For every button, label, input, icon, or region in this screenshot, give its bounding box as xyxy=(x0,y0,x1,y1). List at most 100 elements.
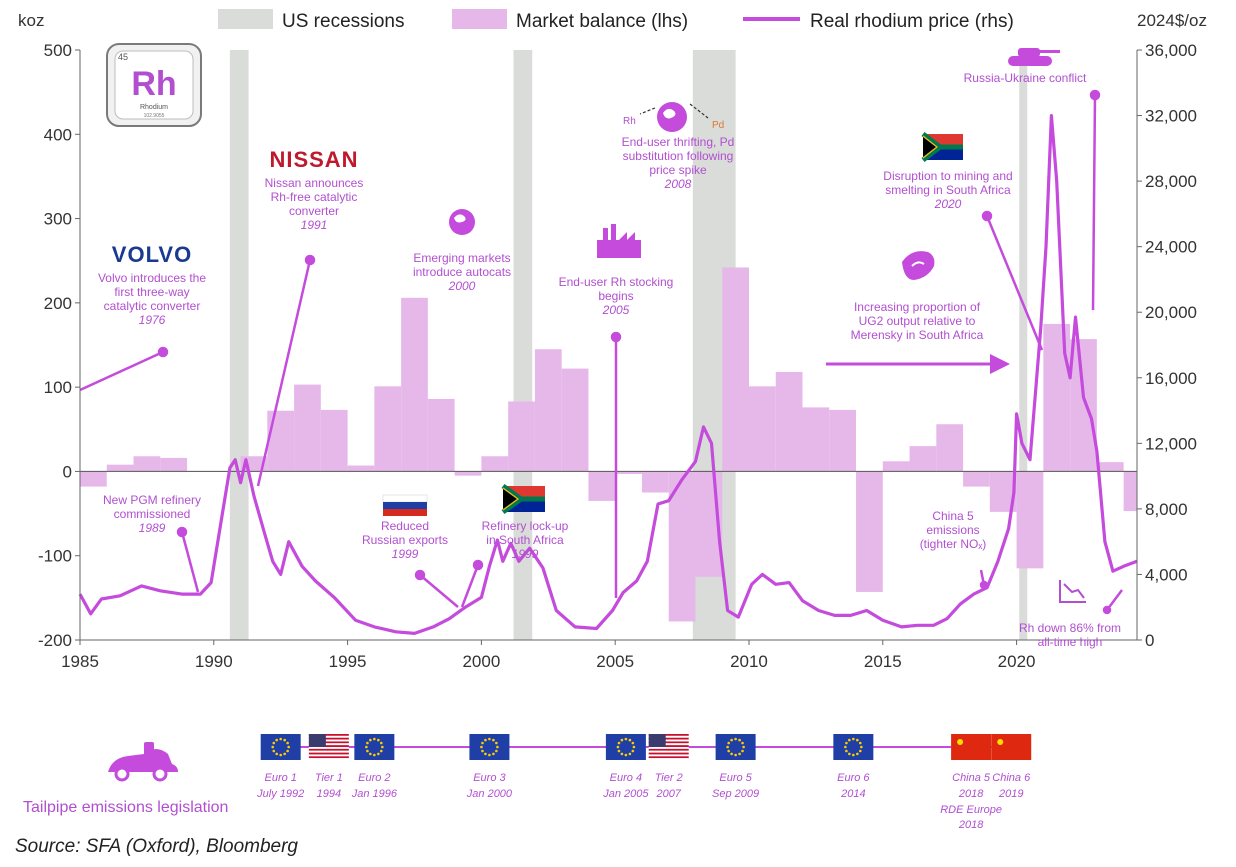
balance-bar xyxy=(561,368,589,472)
balance-bar xyxy=(481,456,509,472)
flag-canton xyxy=(648,734,666,747)
element-number: 45 xyxy=(118,52,128,62)
legend-swatch-balance xyxy=(452,9,507,29)
flag-star xyxy=(373,737,376,741)
arrow-label-pd: Pd xyxy=(712,120,724,131)
flag-stripe xyxy=(308,750,349,753)
left-tick-label: 500 xyxy=(44,41,72,60)
legislation-name: Euro 6 xyxy=(837,772,870,784)
legislation-name: Euro 3 xyxy=(473,772,506,784)
flag-star xyxy=(617,741,621,745)
annotation-lockup-line: in South Africa xyxy=(486,533,564,547)
balance-bar xyxy=(882,461,910,472)
flag-star xyxy=(283,738,286,742)
balance-bar xyxy=(909,446,937,472)
south-africa-flag-icon xyxy=(501,483,545,515)
annotation-emerging-year: 2000 xyxy=(448,279,476,293)
balance-bar xyxy=(641,471,669,493)
flag-star xyxy=(286,741,289,745)
flag-star xyxy=(365,745,368,749)
balance-bar xyxy=(588,471,616,501)
balance-bar xyxy=(508,401,535,472)
volvo-logo: VOLVO xyxy=(112,242,192,267)
element-name: Rhodium xyxy=(140,104,168,111)
balance-bar xyxy=(427,398,455,472)
legislation-title: Tailpipe emissions legislation xyxy=(23,799,228,816)
flag-stripe xyxy=(308,752,349,755)
flag-stripe xyxy=(308,758,349,761)
flag-star xyxy=(997,739,1004,745)
right-tick-label: 16,000 xyxy=(1145,369,1197,388)
flag-star xyxy=(734,753,737,757)
flag-star xyxy=(275,752,278,756)
leader-volvo xyxy=(79,350,164,392)
flag-stripe xyxy=(648,748,689,751)
flag-star xyxy=(726,745,729,749)
recession-band xyxy=(1019,50,1028,640)
flag-star xyxy=(620,752,624,756)
annotation-russian_exports-line: Russian exports xyxy=(362,533,448,547)
flag-star xyxy=(616,745,620,749)
balance-bar xyxy=(722,267,749,472)
legislation-extra: 2018 xyxy=(958,819,984,831)
factory-icon xyxy=(597,224,641,258)
right-axis-unit: 2024$/oz xyxy=(1137,11,1207,30)
flag-star xyxy=(484,738,487,742)
rh-pd-arrows xyxy=(639,103,709,119)
right-tick-label: 28,000 xyxy=(1145,172,1197,191)
legend-recessions: US recessions xyxy=(282,11,405,32)
right-tick-label: 12,000 xyxy=(1145,434,1197,453)
legislation-name: Tier 2 xyxy=(655,772,683,784)
leader-dot xyxy=(176,526,188,538)
flag-stripe xyxy=(308,756,349,759)
flag-star xyxy=(377,752,380,756)
legislation-date: Jan 2000 xyxy=(466,788,513,800)
leader-dot xyxy=(1089,89,1101,101)
flag-field xyxy=(951,734,992,760)
flag-stripe xyxy=(648,739,689,742)
flag-canton xyxy=(308,734,326,747)
leader-pgm xyxy=(180,531,200,593)
annotation-stocking-line: begins xyxy=(598,289,633,303)
flag-star xyxy=(620,738,624,742)
x-tick-label: 2020 xyxy=(998,652,1036,671)
legislation-name: China 5 xyxy=(952,772,991,784)
balance-bar xyxy=(347,465,375,472)
china-flag-icon xyxy=(991,734,1032,760)
legislation-date: July 1992 xyxy=(256,788,304,800)
flag-star xyxy=(496,745,499,749)
flag-star xyxy=(858,749,862,753)
annotation-nissan-line: converter xyxy=(289,204,339,218)
annotation-ug2-line: Merensky in South Africa xyxy=(851,328,984,342)
flag-star xyxy=(632,745,636,749)
flag-star xyxy=(369,752,372,756)
x-tick-label: 2000 xyxy=(462,652,500,671)
flag-star xyxy=(495,749,498,753)
annotation-disruption-line: Disruption to mining and xyxy=(883,169,1012,183)
left-tick-label: 0 xyxy=(63,462,72,481)
flag-star xyxy=(279,737,282,741)
left-tick-label: -100 xyxy=(38,547,72,566)
annotation-nissan-year: 1991 xyxy=(301,218,328,232)
flag-star xyxy=(283,752,286,756)
annotation-thrifting-year: 2008 xyxy=(664,177,692,191)
annotation-disruption-line: smelting in South Africa xyxy=(885,183,1011,197)
flag-star xyxy=(381,745,384,749)
flag-star xyxy=(369,738,372,742)
flag-star xyxy=(858,741,862,745)
flag-stripe xyxy=(308,754,349,757)
flag-stripe xyxy=(308,741,349,744)
flag-stripe xyxy=(308,735,349,738)
leader-dot xyxy=(414,569,426,581)
balance-bar xyxy=(1123,471,1137,512)
annotation-pgm_refinery-line: commissioned xyxy=(114,507,191,521)
leader-dot xyxy=(1102,605,1112,615)
legislation-name: Euro 2 xyxy=(358,772,390,784)
annotation-china5-line: China 5 xyxy=(932,509,974,523)
source-note: Source: SFA (Oxford), Bloomberg xyxy=(15,836,298,857)
flag-star xyxy=(617,749,621,753)
legislation-name: Euro 4 xyxy=(610,772,642,784)
balance-bar xyxy=(374,386,402,472)
flag-star xyxy=(373,753,376,757)
flag-star xyxy=(734,737,737,741)
